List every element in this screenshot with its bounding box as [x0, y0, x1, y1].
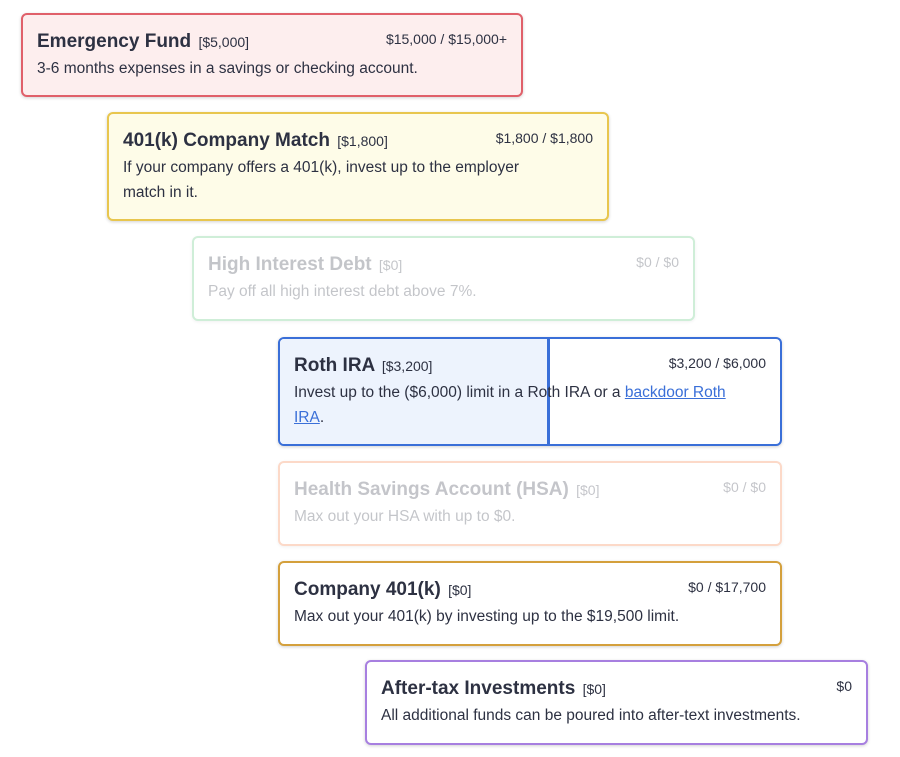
amount-progress: $0 / $0 — [636, 254, 679, 270]
card-title: 401(k) Company Match [$1,800] — [123, 128, 388, 154]
card-description: Max out your HSA with up to $0. — [294, 508, 516, 525]
allocation-value: [$0] — [576, 482, 600, 498]
card-after-tax-investments[interactable]: After-tax Investments [$0] $0 All additi… — [365, 660, 868, 745]
card-content: Health Savings Account (HSA) [$0] $0 / $… — [294, 477, 766, 529]
card-title-text: 401(k) Company Match — [123, 130, 330, 151]
card-description: If your company offers a 401(k), invest … — [123, 159, 520, 201]
card-emergency-fund[interactable]: Emergency Fund [$5,000] $15,000 / $15,00… — [21, 13, 523, 97]
card-title-text: High Interest Debt — [208, 254, 372, 275]
card-content: Emergency Fund [$5,000] $15,000 / $15,00… — [37, 29, 507, 81]
card-header: Roth IRA [$3,200] $3,200 / $6,000 — [294, 353, 766, 379]
progress-fill — [280, 339, 547, 444]
card-company-401k[interactable]: Company 401(k) [$0] $0 / $17,700 Max out… — [278, 561, 782, 646]
allocation-value: [$0] — [582, 681, 606, 697]
card-description: Invest up to the ($6,000) limit in a Rot… — [294, 380, 766, 430]
card-header: High Interest Debt [$0] $0 / $0 — [208, 252, 679, 278]
amount-progress: $15,000 / $15,000+ — [385, 31, 507, 47]
allocation-value: [$0] — [378, 257, 403, 273]
card-content: Company 401(k) [$0] $0 / $17,700 Max out… — [294, 577, 766, 629]
card-title: Roth IRA [$3,200] — [294, 353, 432, 379]
card-content: High Interest Debt [$0] $0 / $0 Pay off … — [208, 252, 679, 304]
card-title: High Interest Debt [$0] — [208, 252, 402, 278]
card-header: After-tax Investments [$0] $0 — [381, 676, 852, 702]
card-description: Max out your 401(k) by investing up to t… — [294, 608, 680, 625]
card-header: Health Savings Account (HSA) [$0] $0 / $… — [294, 477, 766, 503]
amount-progress: $1,800 / $1,800 — [495, 130, 593, 146]
card-description: All additional funds can be poured into … — [381, 707, 801, 724]
backdoor-roth-ira-link[interactable]: backdoor Roth IRA — [294, 384, 726, 426]
amount-progress: $0 / $17,700 — [688, 579, 766, 595]
card-title-text: Roth IRA — [294, 355, 375, 376]
card-title-text: Company 401(k) — [294, 579, 441, 600]
card-title: Company 401(k) [$0] — [294, 577, 471, 603]
allocation-value: [$0] — [448, 582, 472, 598]
card-roth-ira[interactable]: Roth IRA [$3,200] $3,200 / $6,000 Invest… — [278, 337, 782, 446]
card-title-text: Health Savings Account (HSA) — [294, 479, 569, 500]
card-description: Pay off all high interest debt above 7%. — [208, 283, 477, 300]
description-text: Invest up to the ($6,000) limit in a Rot… — [294, 384, 625, 401]
card-high-interest-debt[interactable]: High Interest Debt [$0] $0 / $0 Pay off … — [192, 236, 695, 321]
card-description: 3-6 months expenses in a savings or chec… — [37, 60, 418, 77]
card-401k-company-match[interactable]: 401(k) Company Match [$1,800] $1,800 / $… — [107, 112, 609, 221]
card-content: 401(k) Company Match [$1,800] $1,800 / $… — [123, 128, 593, 205]
allocation-value: [$1,800] — [337, 133, 388, 149]
progress-divider — [547, 339, 550, 444]
card-title-text: After-tax Investments — [381, 678, 576, 699]
card-title-text: Emergency Fund — [37, 31, 192, 52]
description-end: . — [319, 409, 325, 426]
card-header: 401(k) Company Match [$1,800] $1,800 / $… — [123, 128, 593, 154]
allocation-value: [$5,000] — [198, 34, 250, 50]
card-health-savings-account[interactable]: Health Savings Account (HSA) [$0] $0 / $… — [278, 461, 782, 546]
card-content: Roth IRA [$3,200] $3,200 / $6,000 Invest… — [294, 353, 766, 430]
card-header: Emergency Fund [$5,000] $15,000 / $15,00… — [37, 29, 507, 55]
card-header: Company 401(k) [$0] $0 / $17,700 — [294, 577, 766, 603]
allocation-value: [$3,200] — [381, 358, 433, 374]
amount-progress: $3,200 / $6,000 — [668, 355, 766, 371]
card-title: Health Savings Account (HSA) [$0] — [294, 477, 599, 503]
amount-progress: $0 / $0 — [723, 479, 766, 495]
amount-progress: $0 — [836, 678, 852, 694]
card-title: Emergency Fund [$5,000] — [37, 29, 249, 55]
card-title: After-tax Investments [$0] — [381, 676, 606, 702]
card-content: After-tax Investments [$0] $0 All additi… — [381, 676, 852, 728]
